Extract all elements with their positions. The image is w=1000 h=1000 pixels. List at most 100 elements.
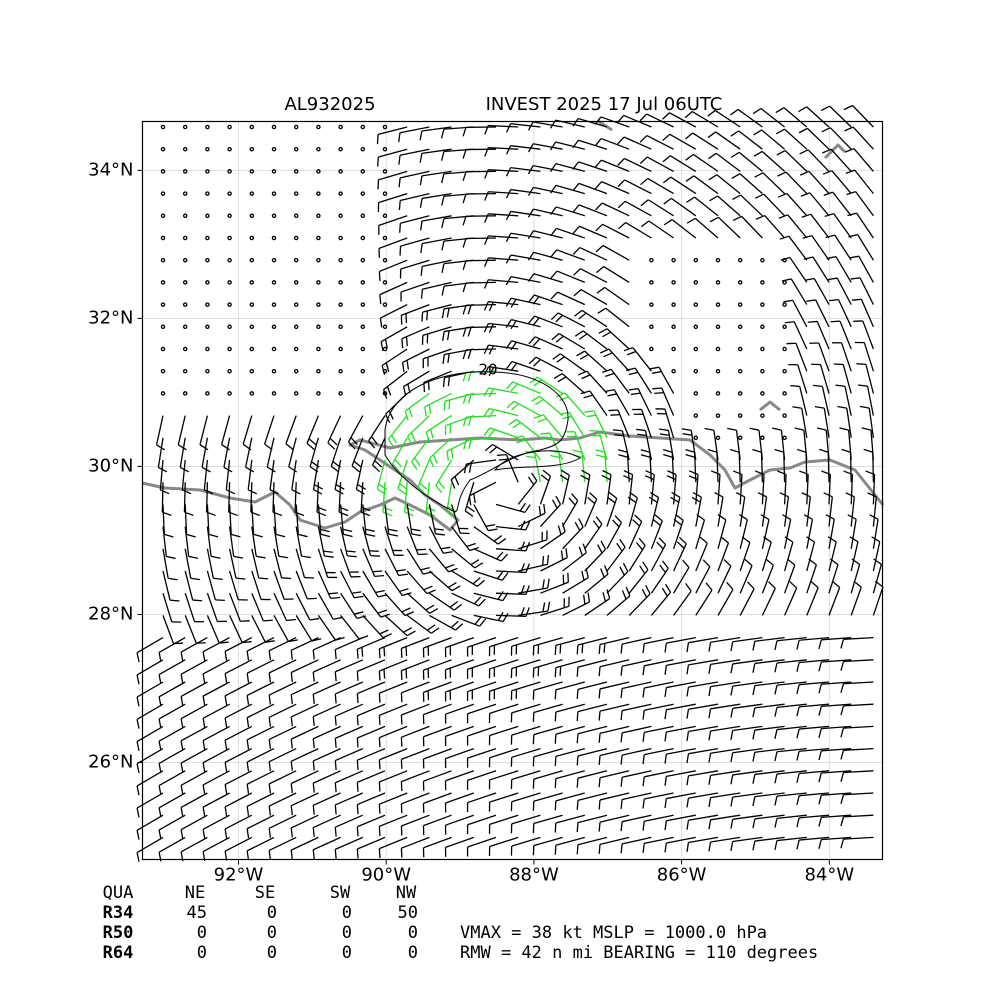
barb-tick [645, 585, 651, 595]
calm-dot [182, 324, 188, 330]
wind-barb [184, 548, 201, 581]
barb-staff [445, 725, 475, 737]
barb-tick [533, 379, 543, 387]
barb-staff [556, 227, 586, 239]
wind-barb [840, 725, 874, 738]
barb-staff [312, 836, 341, 851]
barb-tick [840, 816, 845, 827]
barb-tick [379, 317, 383, 328]
barb-staff [621, 747, 652, 756]
barb-tick [423, 585, 433, 591]
barb-tick [622, 562, 629, 572]
calm-dot [649, 302, 654, 307]
wind-barb [799, 470, 809, 505]
barb-staff [732, 681, 763, 687]
calm-dot [160, 235, 166, 241]
barb-staff [601, 181, 630, 195]
wind-barb [623, 346, 652, 372]
calm-dot [227, 346, 232, 352]
barb-tick [620, 843, 623, 854]
barb-tick [158, 741, 162, 751]
wind-barb [686, 814, 719, 830]
barb-tick [192, 599, 203, 602]
calm-dot [227, 124, 232, 130]
barb-tick [383, 669, 386, 679]
barb-tick [847, 212, 857, 217]
wind-barb [246, 814, 275, 839]
barb-staff [810, 213, 830, 239]
barb-tick [692, 491, 702, 498]
barb-tick [421, 312, 424, 322]
barb-staff [710, 770, 741, 777]
barb-staff [586, 370, 608, 394]
wind-barb [818, 770, 852, 783]
wind-barb [462, 215, 497, 226]
wind-barb [339, 526, 357, 558]
barb-staff [799, 747, 830, 752]
barb-tick [429, 608, 439, 614]
wind-barb [206, 615, 229, 644]
barb-tick [377, 609, 388, 614]
wind-barb [574, 309, 608, 328]
barb-tick [462, 149, 467, 159]
barb-staff [671, 219, 697, 239]
barb-tick [527, 251, 535, 261]
wind-barb [228, 526, 244, 559]
barb-tick [484, 169, 489, 179]
wind-barb [422, 703, 452, 725]
barb-staff [799, 770, 830, 775]
wind-barb [597, 307, 630, 328]
wind-barb [818, 747, 852, 761]
barb-staff [162, 593, 173, 623]
wind-barb [334, 725, 364, 748]
barb-staff [647, 199, 674, 217]
barb-tick [441, 286, 445, 296]
wind-barb [707, 448, 719, 483]
wind-barb [202, 637, 230, 662]
wind-barb [466, 836, 497, 857]
barb-tick [652, 370, 662, 374]
wind-barb [749, 427, 764, 461]
wind-barb [664, 814, 696, 831]
wind-barb [628, 585, 651, 616]
wind-barb [295, 504, 308, 538]
barb-tick [510, 362, 518, 372]
barb-tick [578, 333, 588, 340]
barb-tick [648, 496, 658, 503]
barb-tick [430, 429, 434, 439]
calm-dot [360, 280, 366, 285]
wind-barb [251, 615, 275, 643]
wind-barb [400, 814, 430, 836]
barb-staff [533, 273, 563, 284]
wind-barb [806, 558, 817, 594]
barb-tick [186, 533, 196, 538]
barb-staff [290, 748, 319, 762]
wind-barb [378, 237, 408, 258]
barb-staff [555, 141, 585, 150]
barb-staff [688, 681, 719, 688]
wind-barb [850, 558, 861, 594]
wind-barb [382, 370, 408, 399]
barb-staff [717, 195, 741, 217]
barb-staff [666, 681, 696, 689]
barb-tick [732, 470, 743, 476]
barb-tick [550, 454, 560, 459]
wind-barb [534, 414, 564, 439]
wind-barb [513, 435, 541, 461]
wind-barb [825, 514, 835, 549]
barb-tick [443, 551, 453, 554]
barb-staff [295, 548, 306, 578]
wind-barb [378, 747, 408, 770]
wind-barb [708, 659, 741, 674]
barb-staff [399, 126, 430, 134]
barb-tick [638, 537, 646, 546]
barb-tick [483, 301, 489, 311]
wind-barb [506, 400, 541, 417]
barb-tick [554, 689, 557, 700]
barb-staff [273, 592, 288, 621]
barb-tick [664, 583, 672, 593]
wind-barb [572, 139, 608, 150]
table-cell: R34 [103, 903, 134, 923]
wind-barb [861, 427, 875, 461]
wind-barb [730, 770, 763, 785]
